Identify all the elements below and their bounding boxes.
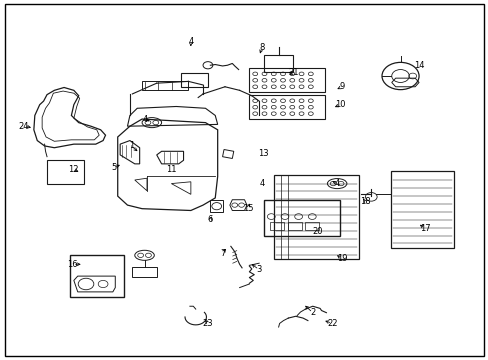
Text: 3: 3	[256, 265, 261, 274]
Bar	[305, 222, 319, 230]
Bar	[249, 68, 325, 92]
Text: 9: 9	[339, 82, 344, 91]
Text: 20: 20	[312, 228, 322, 237]
Text: 4: 4	[334, 179, 339, 188]
Text: 6: 6	[207, 215, 213, 224]
Text: 5: 5	[111, 163, 116, 172]
Text: 10: 10	[334, 100, 345, 109]
Text: 1: 1	[128, 141, 134, 150]
Text: 12: 12	[67, 165, 78, 174]
Text: 13: 13	[257, 149, 268, 158]
Bar	[264, 55, 293, 72]
Bar	[47, 160, 83, 184]
Text: 11: 11	[166, 165, 176, 174]
Text: 8: 8	[259, 43, 264, 52]
Bar	[273, 175, 358, 259]
Text: 4: 4	[188, 37, 193, 46]
Text: 4: 4	[142, 114, 147, 123]
Text: 16: 16	[67, 260, 78, 269]
Bar	[132, 267, 157, 277]
Text: 24: 24	[19, 122, 29, 131]
Bar	[249, 95, 325, 119]
Text: 18: 18	[359, 197, 370, 206]
Text: 15: 15	[243, 204, 253, 213]
Text: 21: 21	[287, 68, 298, 77]
Bar	[70, 255, 123, 297]
Bar	[390, 171, 453, 248]
Text: 7: 7	[220, 249, 225, 258]
Text: 17: 17	[419, 224, 429, 233]
Text: 22: 22	[326, 319, 337, 328]
Text: 23: 23	[202, 319, 213, 328]
Bar	[288, 222, 302, 230]
Bar	[264, 200, 339, 235]
Text: 19: 19	[336, 255, 346, 264]
Text: 2: 2	[309, 308, 315, 317]
Bar	[142, 81, 188, 90]
Bar	[269, 222, 284, 230]
Bar	[181, 73, 207, 87]
Text: 4: 4	[259, 179, 264, 188]
Text: 14: 14	[413, 61, 424, 70]
